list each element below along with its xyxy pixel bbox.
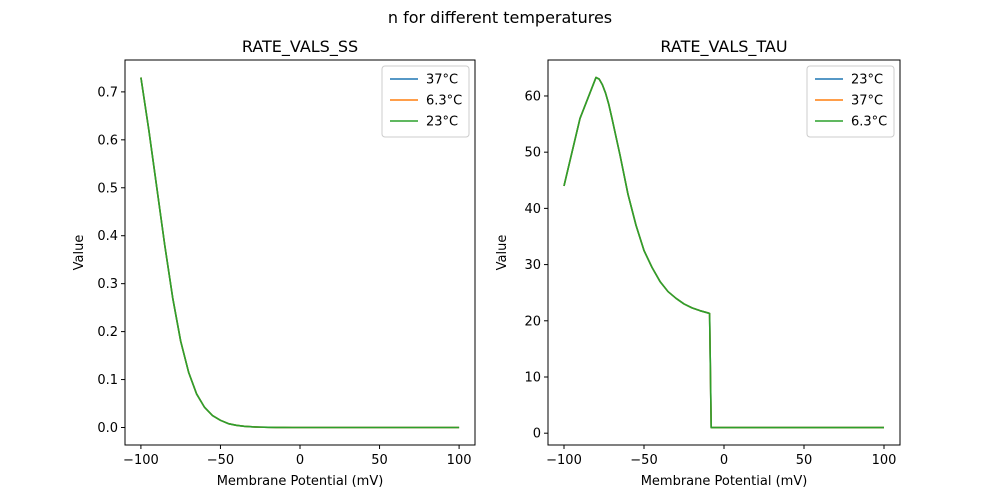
legend-box [381,65,470,138]
y-tick-label: 0.3 [97,277,118,292]
y-tick-label: 20 [524,314,541,329]
chart-title: RATE_VALS_SS [242,37,358,57]
y-tick-label: 60 [524,89,541,104]
y-axis-label: Value [72,235,87,271]
y-tick-label: 0 [533,427,541,442]
x-tick-label: 100 [872,453,897,468]
y-tick-label: 40 [524,202,541,217]
y-tick-label: 50 [524,146,541,161]
chart-rate-vals-tau: RATE_VALS_TAU Membrane Potential (mV) Va… [495,37,901,489]
x-tick-label: −100 [546,453,582,468]
y-tick-label: 0.6 [97,133,118,148]
x-tick-label: 0 [720,453,728,468]
plot-frame [124,59,476,446]
y-tick-label: 0.0 [97,421,118,436]
series-line-23-c [140,77,460,429]
x-tick-label: −50 [207,453,234,468]
y-tick-label: 10 [524,370,541,385]
x-tick-label: −50 [630,453,657,468]
legend-entry-label: 6.3°C [851,115,887,130]
y-axis-label: Value [495,235,510,271]
y-tick-label: 0.2 [97,325,118,340]
x-tick-label: 0 [296,453,304,468]
y-tick-label: 30 [524,258,541,273]
legend-entry-label: 23°C [426,115,458,130]
legend-entry-label: 23°C [851,73,883,88]
legend: 23°C 37°C 6.3°C [806,65,895,138]
series-line-6-3-c [563,76,884,429]
x-axis-label: Membrane Potential (mV) [641,474,808,489]
x-axis-label: Membrane Potential (mV) [217,474,384,489]
legend-entry-label: 6.3°C [426,94,462,109]
chart-title: RATE_VALS_TAU [660,37,787,57]
series-lines [563,76,884,429]
plot-frame [547,59,901,446]
y-tick-label: 0.1 [97,373,118,388]
y-tick-label: 0.5 [97,181,118,196]
x-tick-label: 50 [796,453,813,468]
y-tick-label: 0.4 [97,229,118,244]
legend-entry-label: 37°C [426,73,458,88]
series-lines [140,77,460,429]
x-tick-label: −100 [123,453,159,468]
chart-rate-vals-ss: RATE_VALS_SS Membrane Potential (mV) Val… [72,37,476,489]
figure-suptitle: n for different temperatures [388,8,612,27]
legend: 37°C 6.3°C 23°C [381,65,470,138]
legend-box [806,65,895,138]
x-tick-label: 50 [371,453,388,468]
x-tick-label: 100 [447,453,472,468]
y-tick-label: 0.7 [97,85,118,100]
legend-entry-label: 37°C [851,94,883,109]
